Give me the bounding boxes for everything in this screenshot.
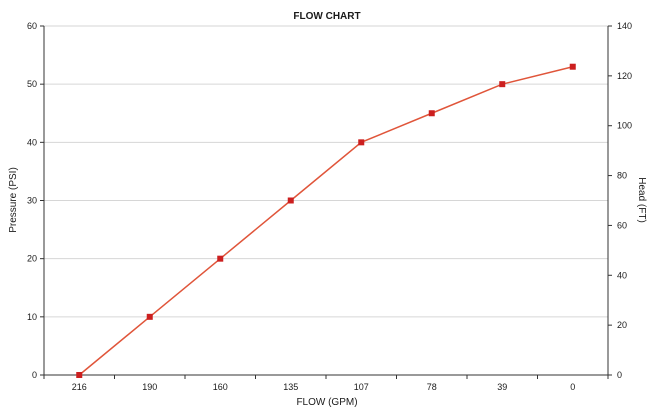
x-tick-label: 0 bbox=[570, 382, 575, 392]
y-tick-label: 50 bbox=[27, 79, 37, 89]
series-line bbox=[78, 65, 573, 376]
x-tick-label: 190 bbox=[142, 382, 157, 392]
y2-axis-label: Head (FT) bbox=[636, 177, 647, 223]
x-tick-label: 160 bbox=[213, 382, 228, 392]
data-point bbox=[287, 197, 294, 204]
x-tick-label: 107 bbox=[354, 382, 369, 392]
y-tick-label: 10 bbox=[27, 312, 37, 322]
y-tick-label: 30 bbox=[27, 196, 37, 206]
x-tick-label: 39 bbox=[497, 382, 507, 392]
y2-tick-label: 120 bbox=[617, 71, 632, 81]
y-tick-label: 20 bbox=[27, 254, 37, 264]
y-tick-label: 40 bbox=[27, 137, 37, 147]
y-tick-label: 60 bbox=[27, 21, 37, 31]
data-point bbox=[358, 139, 365, 146]
y2-tick-label: 80 bbox=[617, 171, 627, 181]
x-tick-label: 78 bbox=[427, 382, 437, 392]
y2-tick-label: 140 bbox=[617, 21, 632, 31]
y-axis-left: 0 10 20 30 40 50 60 bbox=[27, 21, 44, 380]
x-tick-label: 216 bbox=[72, 382, 87, 392]
y2-tick-label: 60 bbox=[617, 220, 627, 230]
y-axis-label: Pressure (PSI) bbox=[8, 167, 19, 233]
x-axis-label: FLOW (GPM) bbox=[296, 397, 357, 407]
data-point bbox=[569, 63, 576, 70]
y2-tick-label: 100 bbox=[617, 121, 632, 131]
y2-tick-label: 40 bbox=[617, 270, 627, 280]
y2-tick-label: 0 bbox=[617, 370, 622, 380]
data-point bbox=[76, 372, 83, 378]
series-group bbox=[76, 63, 576, 378]
data-point bbox=[217, 255, 224, 262]
y-tick-label: 0 bbox=[32, 370, 37, 380]
x-tick-label: 135 bbox=[283, 382, 298, 392]
x-axis: 216 190 160 135 107 78 39 0 bbox=[43, 375, 609, 392]
chart-title: FLOW CHART bbox=[293, 11, 360, 22]
y2-tick-label: 20 bbox=[617, 320, 627, 330]
y-axis-right: 0 20 40 60 80 100 120 140 bbox=[608, 21, 632, 380]
data-point bbox=[428, 110, 435, 117]
data-point bbox=[146, 313, 153, 320]
grid-lines bbox=[44, 25, 608, 318]
data-point bbox=[499, 81, 506, 88]
